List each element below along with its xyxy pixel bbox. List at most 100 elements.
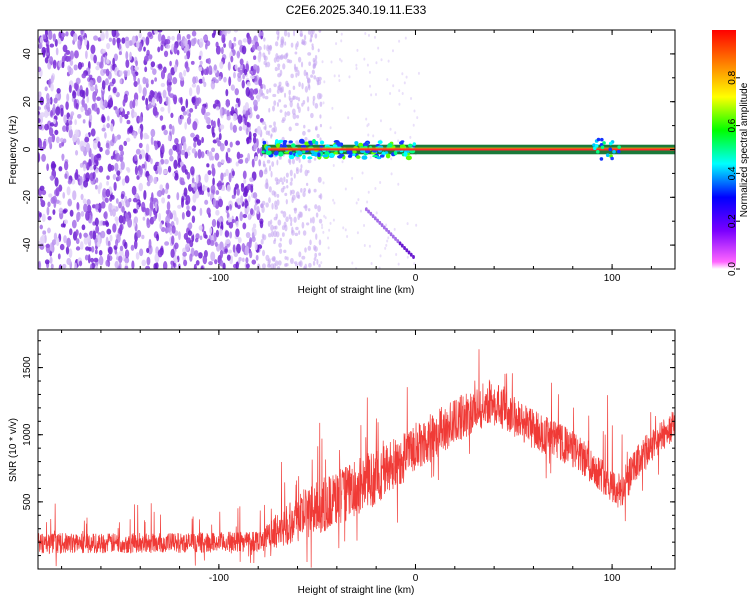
noise-blob — [108, 37, 113, 42]
noise-speck — [267, 49, 271, 55]
noise-blob — [167, 86, 171, 97]
noise-speck — [262, 93, 265, 99]
noise-blob — [88, 246, 92, 252]
noise-speck — [295, 226, 299, 231]
noise-speck — [313, 188, 317, 193]
noise-speck — [316, 259, 319, 265]
noise-blob — [126, 110, 130, 115]
noise-speck — [319, 101, 323, 107]
noise-blob — [147, 31, 153, 38]
noise-blob — [200, 151, 205, 159]
noise-blob — [72, 90, 77, 99]
noise-blob — [199, 60, 203, 65]
noise-speck — [316, 133, 320, 139]
noise-blob — [110, 155, 115, 160]
noise-blob — [242, 213, 248, 219]
noise-blob — [237, 159, 243, 164]
track-blob — [291, 143, 296, 148]
noise-blob — [226, 30, 232, 34]
noise-blob — [49, 256, 53, 264]
noise-blob — [252, 223, 257, 229]
track-blob — [405, 155, 412, 161]
noise-blob — [193, 141, 197, 148]
noise-speck — [351, 176, 354, 180]
noise-blob — [85, 210, 90, 221]
noise-blob — [233, 71, 236, 79]
noise-blob — [50, 75, 54, 84]
noise-blob — [175, 217, 179, 226]
noise-blob — [94, 217, 99, 227]
noise-blob — [45, 102, 50, 110]
noise-blob — [47, 136, 53, 144]
snr-x-label: Height of straight line (km) — [298, 585, 415, 596]
noise-speck — [277, 219, 282, 226]
noise-blob — [153, 263, 157, 269]
noise-blob — [170, 112, 174, 118]
noise-blob — [183, 232, 189, 240]
noise-blob — [78, 232, 82, 239]
noise-blob — [217, 161, 222, 168]
noise-blob — [251, 39, 255, 45]
noise-blob — [85, 172, 90, 182]
noise-speck — [319, 114, 322, 119]
noise-speck — [273, 225, 277, 230]
noise-blob — [243, 68, 248, 76]
noise-blob — [224, 248, 228, 253]
noise-blob — [167, 194, 171, 199]
noise-speck — [264, 167, 268, 173]
noise-blob — [45, 243, 50, 248]
noise-blob — [223, 43, 226, 48]
noise-blob — [52, 209, 56, 215]
noise-speck — [264, 123, 267, 131]
noise-blob — [54, 129, 59, 136]
noise-blob — [112, 174, 117, 181]
noise-blob — [206, 238, 211, 246]
noise-blob — [68, 84, 72, 94]
noise-speck — [281, 232, 285, 237]
noise-blob — [93, 154, 99, 164]
noise-blob — [242, 109, 246, 115]
noise-blob — [198, 252, 203, 259]
track-blob — [599, 157, 604, 161]
noise-speck — [263, 44, 266, 50]
noise-speck — [333, 201, 336, 205]
noise-blob — [191, 96, 196, 104]
noise-speck — [322, 181, 325, 185]
noise-blob — [237, 197, 241, 206]
noise-blob — [191, 83, 197, 88]
noise-blob — [165, 96, 169, 105]
noise-blob — [110, 164, 115, 171]
noise-blob — [253, 88, 259, 95]
noise-speck — [403, 81, 406, 85]
noise-speck — [302, 100, 306, 105]
noise-blob — [46, 163, 49, 171]
noise-blob — [76, 202, 80, 210]
noise-blob — [252, 136, 257, 144]
noise-blob — [183, 259, 188, 267]
noise-blob — [45, 92, 50, 101]
noise-speck — [261, 263, 266, 269]
noise-speck — [288, 214, 291, 220]
noise-blob — [115, 218, 119, 226]
noise-blob — [133, 131, 137, 139]
noise-blob — [195, 233, 200, 240]
noise-speck — [284, 92, 287, 98]
noise-blob — [214, 99, 220, 105]
streak-blob — [387, 230, 391, 235]
noise-blob — [101, 80, 106, 90]
noise-speck — [273, 126, 277, 133]
noise-blob — [193, 250, 199, 257]
noise-speck — [266, 88, 269, 95]
noise-blob — [79, 89, 85, 98]
noise-blob — [126, 137, 131, 143]
noise-blob — [144, 55, 149, 62]
track-blob — [261, 150, 265, 154]
noise-blob — [159, 184, 164, 191]
noise-blob — [156, 190, 161, 197]
noise-blob — [211, 147, 216, 153]
noise-speck — [281, 181, 284, 185]
noise-blob — [169, 155, 174, 162]
noise-blob — [150, 79, 154, 85]
noise-blob — [172, 172, 176, 177]
